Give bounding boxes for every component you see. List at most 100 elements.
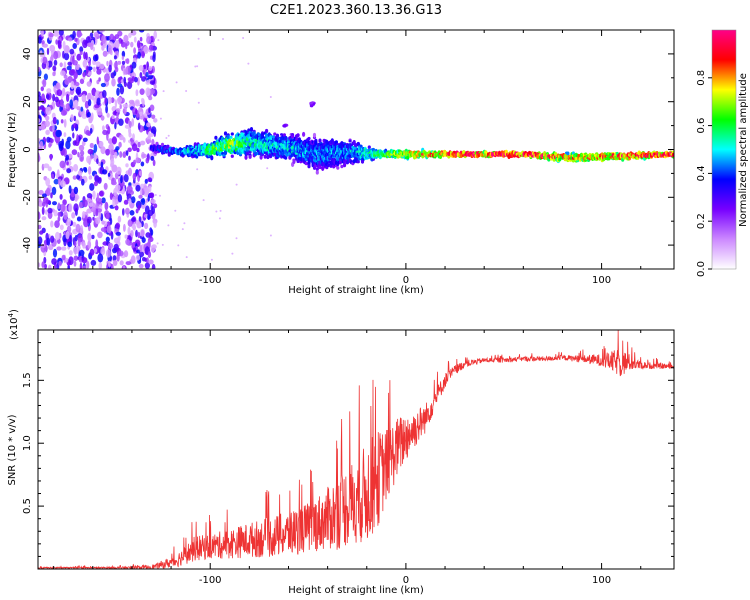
spectrogram-cell <box>74 240 77 247</box>
spectrogram-cell <box>107 172 111 177</box>
spectrogram-cell <box>87 148 94 155</box>
spectrogram-cell <box>82 242 86 249</box>
spectrogram-cell <box>47 207 53 214</box>
spectrogram-cell <box>57 40 62 49</box>
spectrogram-cell <box>137 204 141 211</box>
spectrogram-cell <box>55 231 60 241</box>
spectrogram-cell <box>175 81 178 84</box>
spectrogram-cell <box>63 148 67 158</box>
spectrogram-cell <box>128 198 132 205</box>
spectrogram-cell <box>50 220 54 228</box>
spectrogram-cell <box>62 87 66 97</box>
spectrogram-cell <box>53 85 57 93</box>
spectrogram-cell <box>118 118 124 126</box>
spectrogram-x-tick-label: -100 <box>199 275 222 286</box>
spectrogram-cell <box>74 196 78 202</box>
spectrogram-cell <box>132 172 137 181</box>
spectrogram-cell <box>92 216 95 221</box>
spectrogram-cell <box>141 197 146 206</box>
spectrogram-cell <box>58 140 64 149</box>
spectrogram-cell <box>111 180 117 186</box>
spectrogram-cell <box>38 211 41 221</box>
spectrogram-cell <box>102 169 108 175</box>
spectrogram-cell <box>125 43 128 50</box>
spectrogram-cell <box>114 205 119 211</box>
spectrogram-cell <box>139 251 145 257</box>
spectrogram-cell <box>43 73 49 81</box>
spectrogram-cell <box>104 201 109 211</box>
spectrogram-cell <box>56 263 60 269</box>
spectrogram-cell <box>87 166 92 175</box>
spectrogram-cell <box>147 131 151 139</box>
spectrogram-cell <box>52 116 57 125</box>
spectrogram-cell <box>72 221 77 227</box>
spectrogram-cell <box>115 146 120 151</box>
spectrogram-cell <box>81 140 86 146</box>
spectrogram-cell <box>85 129 91 136</box>
spectrogram-cell <box>222 38 224 40</box>
spectrogram-cell <box>107 96 112 105</box>
spectrogram-cell <box>141 76 146 82</box>
spectrogram-cell <box>125 150 129 157</box>
spectrogram-cell <box>153 118 158 123</box>
spectrogram-cell <box>139 30 145 33</box>
spectrogram-cell <box>167 224 170 227</box>
spectrogram-cell <box>98 190 104 197</box>
spectrogram-cell <box>118 250 124 257</box>
spectrogram-cell <box>65 140 71 150</box>
spectrogram-cell <box>140 161 145 167</box>
spectrogram-cell <box>86 260 90 269</box>
spectrogram-cell <box>151 263 156 269</box>
spectrogram-cell <box>102 90 107 98</box>
spectrogram-cell <box>128 32 132 38</box>
spectrogram-cell <box>45 115 50 121</box>
spectrogram-cell <box>93 66 96 73</box>
spectrogram-cell <box>72 123 77 129</box>
spectrogram-cell <box>138 194 143 199</box>
spectrogram-cell <box>146 122 151 128</box>
spectrogram-cell <box>214 135 218 140</box>
spectrogram-cell <box>78 144 85 152</box>
spectrogram-cell <box>39 140 44 149</box>
spectrogram-cell <box>124 124 131 129</box>
spectrogram-cell <box>42 193 47 198</box>
spectrogram-cell <box>88 60 91 67</box>
spectrogram-cell <box>53 50 59 60</box>
spectrogram-cell <box>86 92 92 102</box>
spectrogram-cell <box>63 118 67 128</box>
spectrogram-cell <box>73 71 78 80</box>
spectrogram-cell <box>79 46 84 53</box>
spectrogram-cell <box>101 220 105 225</box>
spectrogram-cell <box>69 48 75 55</box>
colorbar-tick-label: 0.8 <box>696 70 707 86</box>
spectrogram-cell <box>146 36 152 45</box>
spectrogram-cell <box>50 235 55 243</box>
spectrogram-cell <box>55 129 62 138</box>
spectrogram-cell <box>38 189 44 196</box>
spectrogram-cell <box>140 229 145 237</box>
spectrogram-cell <box>86 216 92 224</box>
spectrogram-cell <box>51 173 55 179</box>
spectrogram-cell <box>197 101 200 104</box>
spectrogram-cell <box>103 182 108 190</box>
spectrogram-cell <box>113 243 119 251</box>
spectrogram-cell <box>76 106 81 111</box>
colorbar: 0.0 0.2 0.4 0.6 0.8 Normalized spectral ampl… <box>696 29 749 277</box>
spectrogram-cell <box>42 201 46 207</box>
spectrogram-cell <box>98 77 101 82</box>
spectrogram-cell <box>136 40 141 49</box>
spectrogram-cell <box>138 65 144 71</box>
spectrogram-cell <box>336 166 340 170</box>
spectrogram-cell <box>153 30 157 39</box>
spectrogram-cell <box>113 55 117 60</box>
spectrogram-y-tick-label: 20 <box>22 95 33 108</box>
spectrogram-cell <box>66 217 72 226</box>
colorbar-ticks: 0.0 0.2 0.4 0.6 0.8 <box>696 70 712 277</box>
spectrogram-cell <box>120 175 123 184</box>
snr-y-tick-label: 1.0 <box>22 435 33 451</box>
spectrogram-cell <box>86 111 91 118</box>
spectrogram-cell <box>77 170 83 176</box>
spectrogram-cell <box>90 42 94 50</box>
spectrogram-cell <box>144 187 150 196</box>
spectrogram-cell <box>78 201 84 209</box>
